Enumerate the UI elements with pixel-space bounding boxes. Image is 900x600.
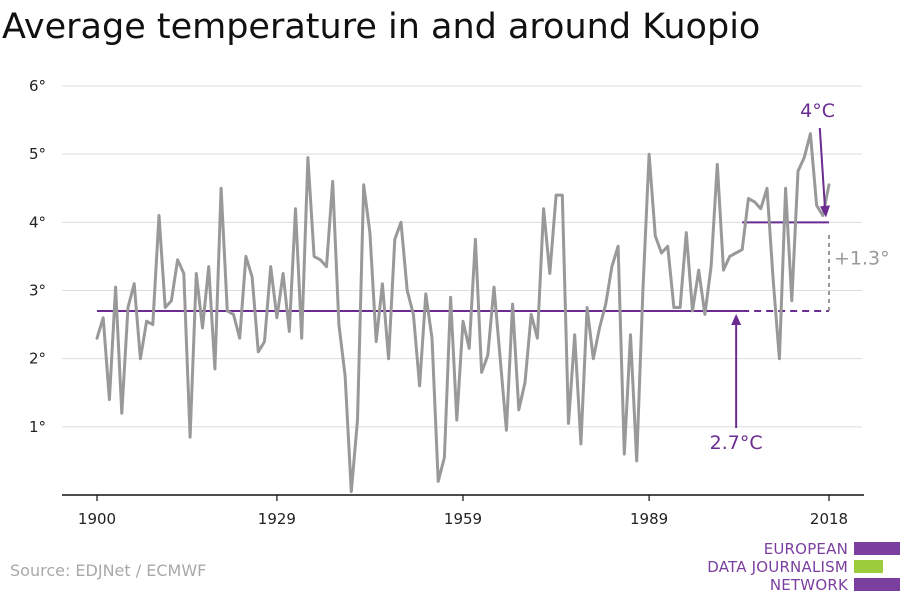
logo-line-1: EUROPEAN bbox=[763, 540, 848, 558]
y-tick-label-6: 6° bbox=[29, 77, 46, 95]
arrow-head-baseline bbox=[731, 313, 742, 325]
y-tick-label-2: 2° bbox=[29, 350, 46, 368]
chart-title: Average temperature in and around Kuopio bbox=[2, 7, 761, 47]
logo-bar-2 bbox=[854, 560, 883, 573]
label-baseline-average: 2.7°C bbox=[710, 432, 763, 454]
arrow-shaft-recent bbox=[818, 127, 826, 209]
y-tick-label-4: 4° bbox=[29, 213, 46, 231]
logo-bar-3 bbox=[854, 578, 900, 591]
arrow-head-recent bbox=[820, 205, 830, 218]
label-recent-average: 4°C bbox=[800, 100, 835, 122]
edjnet-logo: EUROPEAN DATA JOURNALISM NETWORK bbox=[700, 538, 900, 596]
annotations: +1.3° 2.7°C 4°C bbox=[710, 100, 890, 454]
logo-bar-1 bbox=[854, 542, 900, 555]
x-tick-label-1959: 1959 bbox=[444, 510, 482, 528]
series-temperature bbox=[95, 132, 831, 494]
x-tick-label-1900: 1900 bbox=[78, 510, 116, 528]
y-tick-label-1: 1° bbox=[29, 418, 46, 436]
difference-label: +1.3° bbox=[834, 248, 890, 270]
source-note: Source: EDJNet / ECMWF bbox=[10, 561, 207, 580]
x-tick-label-2018: 2018 bbox=[810, 510, 848, 528]
x-axis: 1900 1929 1959 1989 2018 bbox=[62, 494, 864, 528]
logo-line-2: DATA JOURNALISM bbox=[707, 558, 848, 576]
gridlines bbox=[62, 85, 862, 428]
series-line bbox=[95, 132, 831, 494]
y-tick-label-5: 5° bbox=[29, 145, 46, 163]
y-axis-ticks: 1° 2° 3° 4° 5° 6° bbox=[29, 77, 46, 436]
x-tick-label-1989: 1989 bbox=[630, 510, 668, 528]
x-tick-label-1929: 1929 bbox=[258, 510, 296, 528]
y-tick-label-3: 3° bbox=[29, 282, 46, 300]
logo-line-3: NETWORK bbox=[769, 576, 848, 594]
